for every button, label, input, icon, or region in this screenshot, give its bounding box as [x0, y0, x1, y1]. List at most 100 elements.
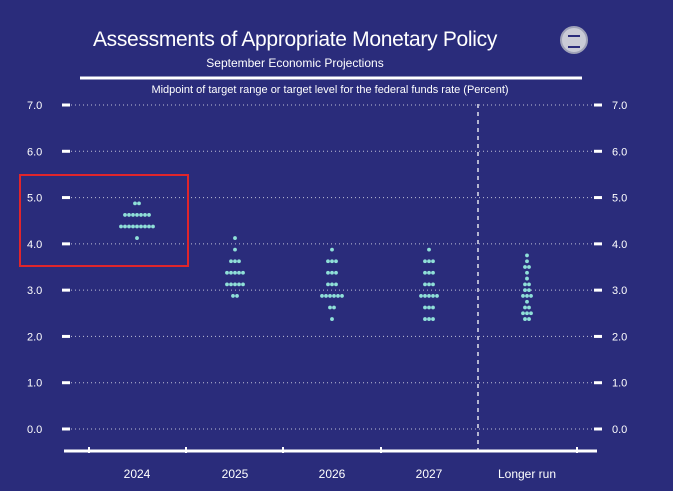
dot-2026: [330, 270, 334, 275]
dot-2026: [334, 270, 338, 275]
dot-2024: [133, 201, 137, 206]
dot-2027: [427, 247, 431, 252]
dot-2025: [233, 270, 237, 275]
federal-reserve-seal-icon: [560, 26, 588, 54]
dot-2024: [137, 201, 141, 206]
dot-2025: [229, 270, 233, 275]
dot-2026: [340, 294, 344, 298]
dot-2025: [241, 282, 245, 287]
dot-2027: [435, 294, 439, 298]
dot-2026: [324, 294, 328, 298]
dot-2026: [328, 305, 332, 310]
dot-2025: [229, 259, 233, 264]
dot-2024: [147, 213, 151, 217]
dot-longer-run: [525, 259, 529, 264]
dot-2027: [431, 259, 435, 264]
x-tick-label: 2027: [416, 467, 443, 481]
y-tick-label-left: 2.0: [27, 331, 42, 343]
y-tick-label-left: 4.0: [27, 239, 42, 251]
dots-layer: [119, 201, 533, 321]
y-tick-label-left: 3.0: [27, 285, 42, 297]
highlight-box-2024: [19, 174, 189, 267]
dot-2027: [427, 294, 431, 298]
dot-longer-run: [523, 282, 527, 287]
dot-2027: [427, 317, 431, 321]
dot-2025: [233, 259, 237, 264]
dot-longer-run: [527, 265, 531, 269]
dot-2025: [235, 294, 239, 298]
dot-2026: [332, 305, 336, 310]
dot-2027: [427, 270, 431, 275]
y-tick-label-right: 7.0: [612, 100, 627, 112]
dot-longer-run: [529, 294, 533, 298]
y-tick-label-left: 7.0: [27, 100, 42, 112]
dot-2026: [326, 259, 330, 264]
y-tick-label-left: 0.0: [27, 424, 42, 436]
dot-2025: [237, 270, 241, 275]
dot-2025: [225, 282, 229, 287]
dot-2024: [147, 224, 151, 229]
dot-2024: [143, 224, 147, 229]
y-tick-label-right: 5.0: [612, 193, 627, 205]
dot-2025: [225, 270, 229, 275]
dot-longer-run: [527, 317, 531, 321]
dot-2024: [139, 213, 143, 217]
dot-2024: [151, 224, 155, 229]
dot-2024: [143, 213, 147, 217]
y-tick-label-right: 0.0: [612, 424, 627, 436]
dot-longer-run: [525, 294, 529, 298]
y-tick-label-left: 1.0: [27, 378, 42, 390]
y-tick-label-right: 4.0: [612, 239, 627, 251]
dot-longer-run: [525, 311, 529, 316]
dot-2026: [328, 294, 332, 298]
dot-longer-run: [529, 311, 533, 316]
y-tick-label-right: 1.0: [612, 378, 627, 390]
dot-2025: [237, 259, 241, 264]
dot-longer-run: [523, 317, 527, 321]
dot-2025: [233, 247, 237, 252]
dot-longer-run: [527, 305, 531, 310]
dot-longer-run: [525, 270, 529, 275]
dot-2026: [336, 294, 340, 298]
dot-2027: [423, 294, 427, 298]
dot-longer-run: [523, 305, 527, 310]
dot-2027: [423, 317, 427, 321]
x-axis: [64, 447, 597, 453]
dot-2024: [131, 224, 135, 229]
tick-labels: 0.0 0.0 1.0 1.0 2.0 2.0 3.0 3.0 4.0 4.0 5.0 5.0 6.0 6…: [27, 100, 627, 481]
dot-2026: [330, 282, 334, 287]
dot-2025: [233, 236, 237, 240]
y-axis-caption: Midpoint of target range or target level…: [151, 84, 509, 96]
dot-2027: [427, 305, 431, 310]
chart-subtitle: September Economic Projections: [206, 56, 384, 70]
dot-2027: [431, 305, 435, 310]
dot-2027: [427, 282, 431, 287]
dot-longer-run: [525, 276, 529, 281]
dot-2025: [233, 282, 237, 287]
dot-longer-run: [525, 299, 529, 304]
dot-2027: [423, 270, 427, 275]
dot-2024: [139, 224, 143, 229]
dot-2026: [330, 247, 334, 252]
dot-longer-run: [523, 288, 527, 293]
y-tick-label-right: 2.0: [612, 331, 627, 343]
dot-2026: [326, 270, 330, 275]
dot-2025: [229, 282, 233, 287]
dot-2027: [431, 317, 435, 321]
dot-2024: [127, 224, 131, 229]
y-tick-label-left: 5.0: [27, 193, 42, 205]
dot-longer-run: [523, 265, 527, 269]
dot-2024: [135, 236, 139, 240]
dot-2027: [419, 294, 423, 298]
dot-longer-run: [527, 282, 531, 287]
dot-2026: [334, 282, 338, 287]
dot-2027: [423, 282, 427, 287]
dot-2027: [427, 259, 431, 264]
x-tick-label: Longer run: [498, 467, 556, 481]
dot-2027: [423, 305, 427, 310]
x-tick-label: 2025: [222, 467, 249, 481]
dot-2024: [127, 213, 131, 217]
dot-2024: [123, 224, 127, 229]
dot-2024: [135, 213, 139, 217]
